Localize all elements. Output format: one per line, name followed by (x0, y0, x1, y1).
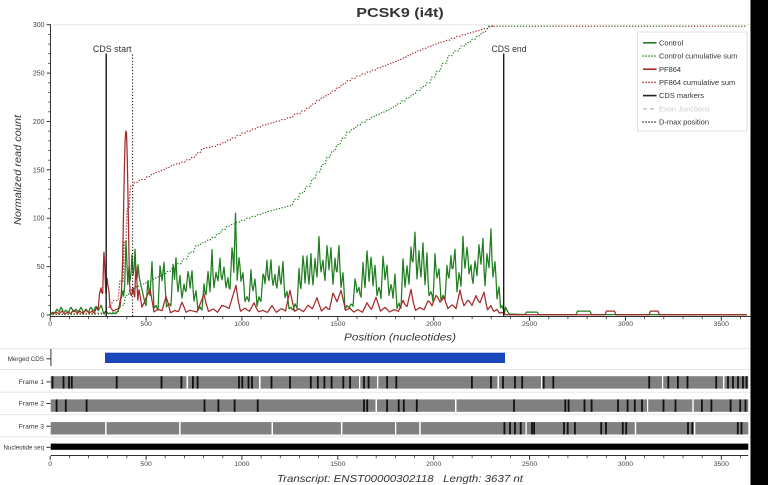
svg-text:200: 200 (33, 119, 45, 126)
svg-text:PF864 cumulative sum: PF864 cumulative sum (659, 78, 735, 87)
svg-text:CDS markers: CDS markers (659, 91, 704, 100)
svg-text:0: 0 (41, 313, 45, 320)
svg-text:1000: 1000 (234, 321, 249, 328)
svg-text:Position (nucleotides): Position (nucleotides) (344, 332, 456, 344)
svg-text:2000: 2000 (426, 321, 441, 328)
svg-text:Frame 3: Frame 3 (19, 423, 45, 430)
svg-text:Transcript: ENST00000302118: Transcript: ENST00000302118 Length: 3637… (277, 473, 524, 485)
svg-text:CDS start: CDS start (93, 44, 132, 54)
svg-text:CDS end: CDS end (492, 44, 527, 54)
svg-text:Frame 2: Frame 2 (19, 401, 45, 408)
svg-text:250: 250 (33, 71, 45, 78)
svg-text:50: 50 (37, 264, 45, 271)
svg-text:2500: 2500 (522, 461, 537, 468)
svg-text:1500: 1500 (330, 321, 345, 328)
svg-text:Control: Control (659, 38, 684, 47)
svg-text:1000: 1000 (234, 461, 249, 468)
svg-text:0: 0 (48, 461, 52, 468)
svg-text:1500: 1500 (330, 461, 345, 468)
svg-text:PCSK9 (i4t): PCSK9 (i4t) (356, 5, 444, 20)
svg-text:2500: 2500 (522, 321, 537, 328)
svg-text:500: 500 (140, 461, 152, 468)
svg-text:0: 0 (48, 321, 52, 328)
svg-text:500: 500 (140, 321, 152, 328)
svg-text:3500: 3500 (714, 461, 729, 468)
svg-text:300: 300 (33, 22, 45, 29)
svg-text:Merged CDS: Merged CDS (8, 356, 45, 363)
svg-text:Exon Junctions: Exon Junctions (659, 104, 710, 113)
svg-text:100: 100 (33, 216, 45, 223)
svg-text:PF864: PF864 (659, 65, 681, 74)
svg-text:3500: 3500 (714, 321, 729, 328)
svg-text:Normalized read count: Normalized read count (12, 114, 24, 225)
svg-text:D-max position: D-max position (659, 118, 709, 127)
svg-text:Control cumulative sum: Control cumulative sum (659, 52, 737, 61)
svg-text:Frame 1: Frame 1 (19, 379, 45, 386)
svg-text:150: 150 (33, 167, 45, 174)
svg-text:3000: 3000 (618, 461, 633, 468)
svg-text:3000: 3000 (618, 321, 633, 328)
svg-text:2000: 2000 (426, 461, 441, 468)
svg-text:Nucleotide seq: Nucleotide seq (4, 445, 45, 452)
